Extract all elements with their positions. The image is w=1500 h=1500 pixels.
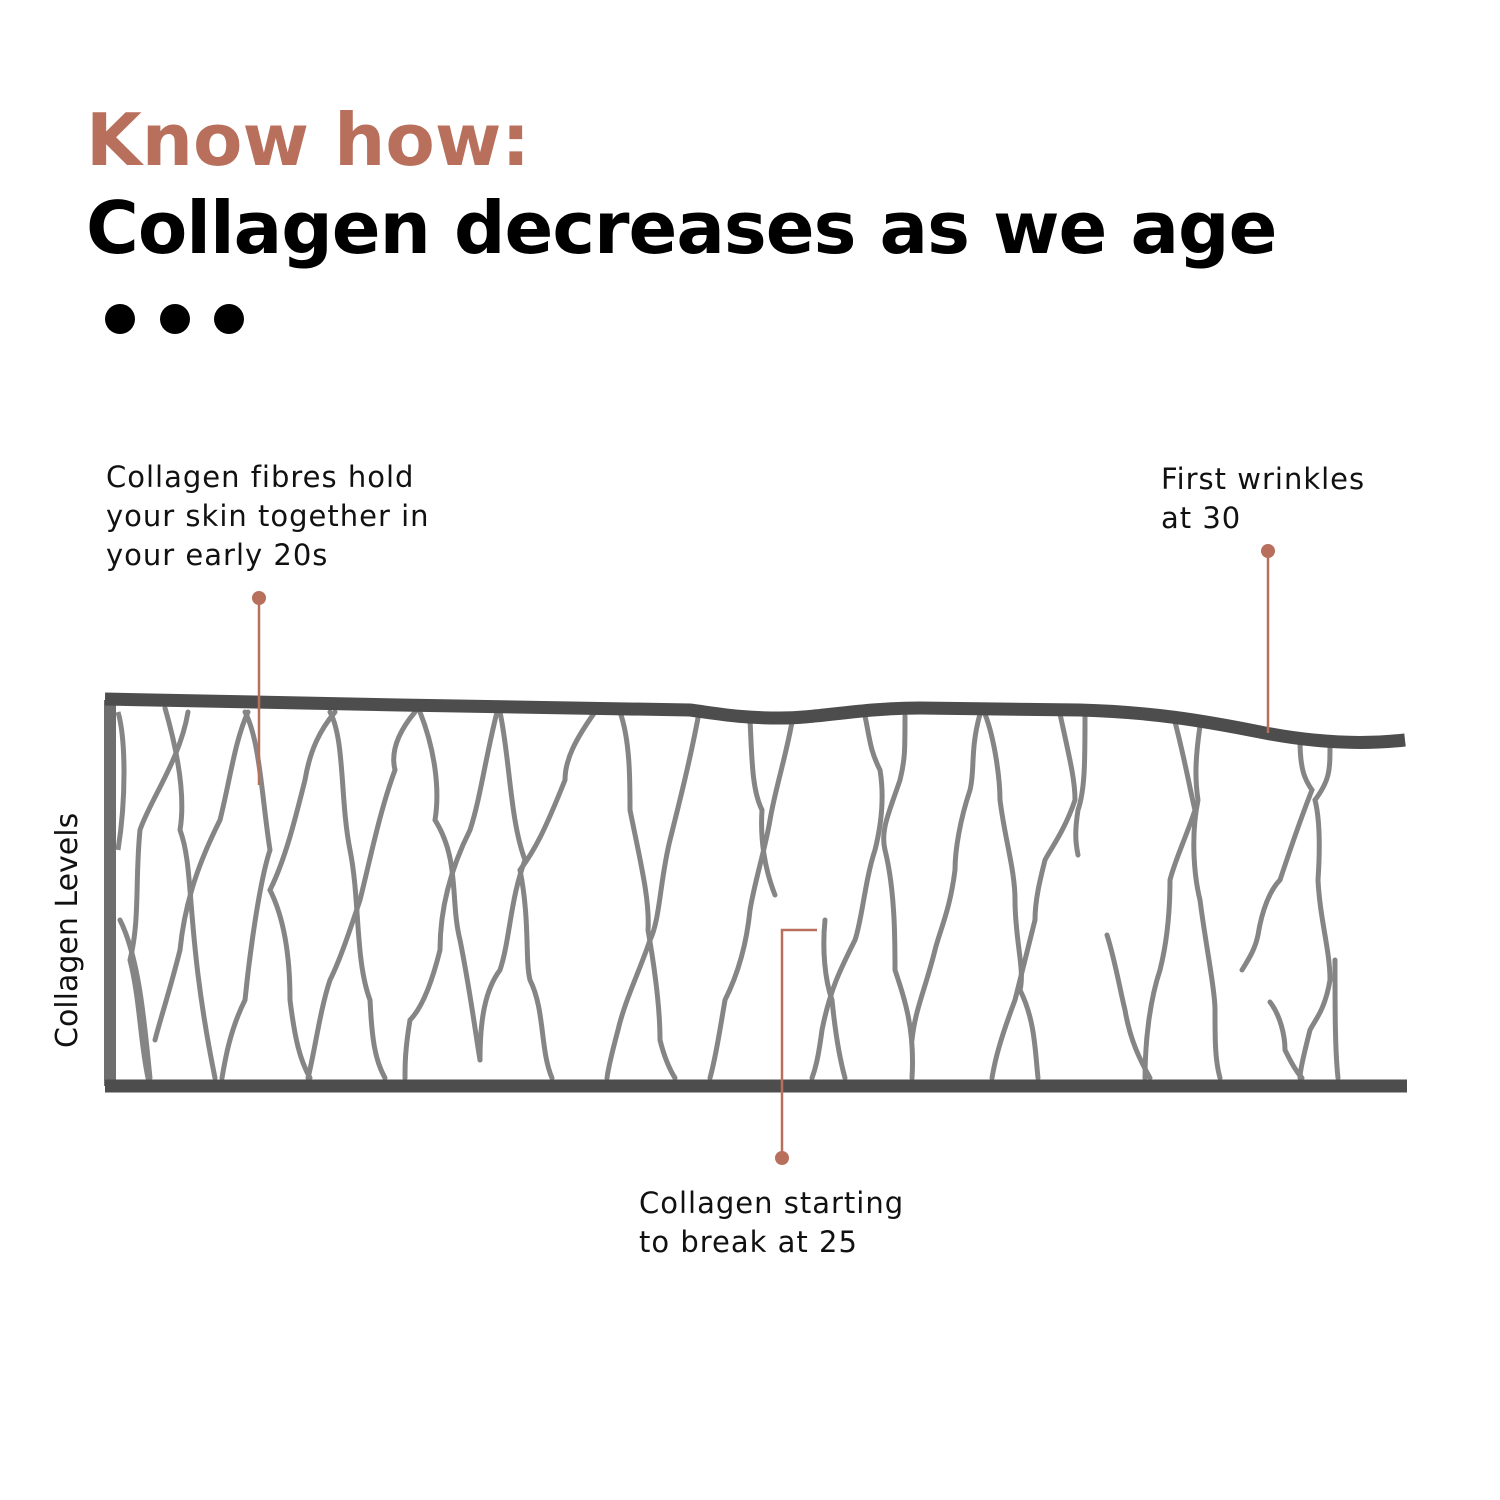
dot-decoration bbox=[105, 304, 135, 334]
annotation-first-wrinkles: First wrinkles at 30 bbox=[1161, 462, 1366, 535]
page-title: Collagen decreases as we age bbox=[86, 186, 1277, 270]
annotation-early-20s: Collagen fibres hold your skin together … bbox=[106, 460, 430, 572]
annotation-break-25: Collagen starting to break at 25 bbox=[639, 1186, 905, 1259]
pointer-dot-25 bbox=[775, 1151, 789, 1165]
kicker-heading: Know how: bbox=[86, 98, 531, 182]
skin-surface-line bbox=[104, 692, 1406, 749]
y-axis-label: Collagen Levels bbox=[50, 812, 85, 1048]
dot-decoration bbox=[214, 304, 244, 334]
dot-decoration bbox=[160, 304, 190, 334]
pointer-dot-20s bbox=[252, 591, 266, 605]
left-edge-fibre bbox=[115, 711, 127, 851]
pointer-line-25 bbox=[780, 928, 817, 1158]
annotation-pointers bbox=[252, 544, 1275, 1165]
pointer-dot-30 bbox=[1261, 544, 1275, 558]
collagen-fibres bbox=[117, 705, 1341, 1081]
